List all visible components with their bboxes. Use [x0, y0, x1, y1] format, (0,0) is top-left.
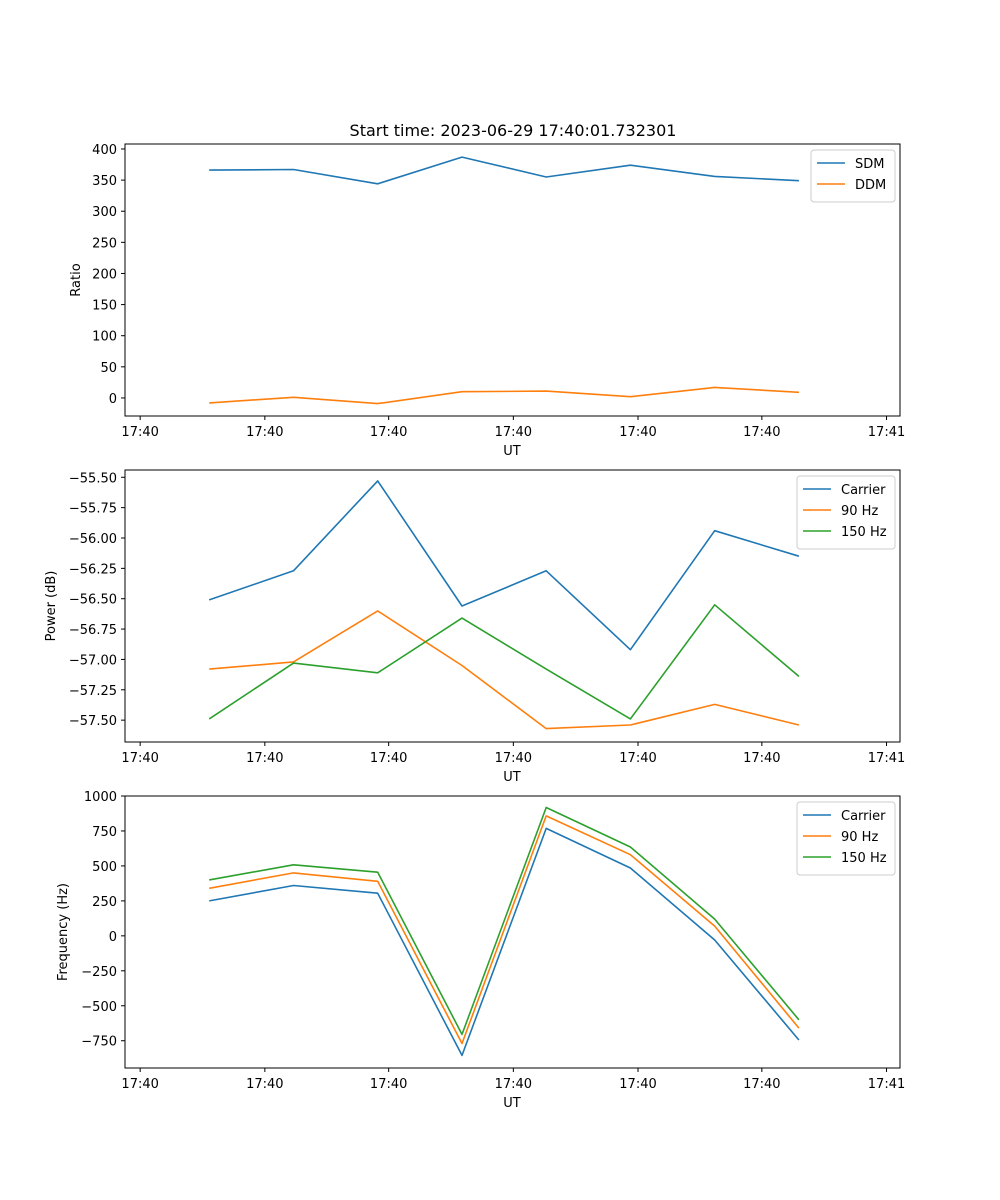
series-line-ddm [209, 386, 799, 405]
y-tick-label: 250 [92, 895, 117, 910]
y-axis-label: Power (dB) [44, 571, 59, 642]
y-tick-label: −56.25 [69, 562, 117, 577]
series-line-carrier [209, 827, 800, 1057]
x-tick-label: 17:40 [743, 1077, 780, 1092]
y-tick-label: −56.00 [69, 532, 117, 547]
y-tick-label: −56.75 [69, 623, 117, 638]
legend: Carrier 90 Hz 150 Hz [796, 801, 896, 876]
x-tick-label: 17:40 [495, 1077, 532, 1092]
y-tick-label: 300 [92, 205, 117, 220]
y-tick-label: −500 [81, 1000, 117, 1015]
legend-label: Carrier [841, 483, 886, 498]
axes-frame [124, 469, 901, 743]
y-tick-label: 100 [92, 330, 117, 345]
figure-title: Start time: 2023-06-29 17:40:01.732301 [350, 121, 677, 140]
series-line-sdm [209, 156, 799, 185]
x-tick-label: 17:40 [370, 425, 407, 440]
y-tick-label: 0 [109, 392, 117, 407]
plots: 17:40 17:40 17:40 17:40 17:40 17:40 17:41 0 50 10… [44, 143, 905, 1111]
series-line-150-hz [209, 806, 800, 1036]
x-tick-label: 17:41 [868, 425, 905, 440]
y-tick-label: −56.50 [69, 593, 117, 608]
x-tick-label: 17:41 [868, 1077, 905, 1092]
subplot-3: 17:40 17:40 17:40 17:40 17:40 17:40 17:41 −750 −… [56, 790, 905, 1111]
y-axis-label: Frequency (Hz) [56, 883, 71, 981]
y-tick-label: 150 [92, 299, 117, 314]
x-tick-label: 17:40 [121, 1077, 158, 1092]
legend-label: 150 Hz [841, 525, 887, 540]
x-tick-label: 17:40 [246, 1077, 283, 1092]
x-tick-label: 17:40 [619, 751, 656, 766]
y-tick-label: 200 [92, 267, 117, 282]
y-tick-label: −750 [81, 1035, 117, 1050]
y-tick-label: 50 [100, 361, 117, 376]
series-line-90-hz [209, 610, 800, 730]
x-tick-label: 17:40 [743, 425, 780, 440]
x-tick-label: 17:40 [370, 751, 407, 766]
y-axis-label: Ratio [69, 263, 84, 296]
y-tick-label: −57.25 [69, 684, 117, 699]
x-tick-label: 17:40 [246, 751, 283, 766]
legend: Carrier 90 Hz 150 Hz [796, 475, 896, 550]
axes-frame [124, 795, 901, 1069]
x-axis-label: UT [503, 1096, 521, 1111]
x-tick-label: 17:40 [121, 425, 158, 440]
x-tick-label: 17:40 [619, 425, 656, 440]
y-tick-label: 750 [92, 825, 117, 840]
y-tick-label: −57.00 [69, 653, 117, 668]
y-tick-label: 250 [92, 236, 117, 251]
legend-label: Carrier [841, 809, 886, 824]
series-line-carrier [208, 480, 800, 651]
y-tick-label: 1000 [84, 790, 117, 805]
y-tick-label: −250 [81, 965, 117, 980]
y-tick-label: 500 [92, 860, 117, 875]
series-line-150-hz [208, 603, 800, 720]
x-tick-label: 17:40 [370, 1077, 407, 1092]
y-tick-label: −55.50 [69, 471, 117, 486]
y-tick-label: 0 [109, 930, 117, 945]
y-tick-label: −55.75 [69, 502, 117, 517]
legend-label: 90 Hz [841, 830, 878, 845]
y-tick-label: −57.50 [69, 714, 117, 729]
subplot-1: 17:40 17:40 17:40 17:40 17:40 17:40 17:41 0 50 10… [69, 143, 905, 459]
y-tick-label: 400 [92, 143, 117, 158]
x-tick-label: 17:40 [743, 751, 780, 766]
y-tick-label: 350 [92, 174, 117, 189]
legend: SDM DDM [810, 149, 896, 203]
axes-frame [124, 143, 901, 417]
subplot-2: 17:40 17:40 17:40 17:40 17:40 17:40 17:41 −57.5… [44, 469, 905, 785]
series-line-90-hz [209, 815, 800, 1045]
x-tick-label: 17:40 [121, 751, 158, 766]
x-tick-label: 17:40 [495, 425, 532, 440]
legend-label: 150 Hz [841, 851, 887, 866]
x-axis-label: UT [503, 444, 521, 459]
x-tick-label: 17:40 [619, 1077, 656, 1092]
legend-label: 90 Hz [841, 504, 878, 519]
x-tick-label: 17:41 [868, 751, 905, 766]
legend-label: SDM [855, 157, 884, 172]
x-tick-label: 17:40 [495, 751, 532, 766]
legend-label: DDM [855, 178, 886, 193]
x-axis-label: UT [503, 770, 521, 785]
x-tick-label: 17:40 [246, 425, 283, 440]
